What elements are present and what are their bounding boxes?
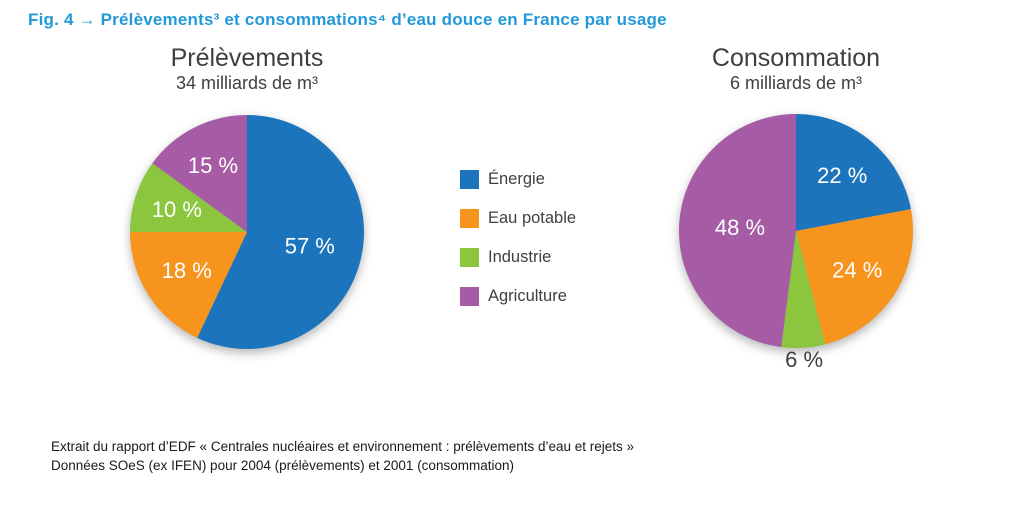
pie-labels: 22 % 24 % 6 % 48 % xyxy=(715,163,882,372)
pie-chart-consommation: 22 % 24 % 6 % 48 % xyxy=(678,114,914,372)
source-note-line1: Extrait du rapport d’EDF « Centrales nuc… xyxy=(51,439,635,454)
pie-labels: 57 % 18 % 10 % 15 % xyxy=(152,153,335,283)
source-note: Extrait du rapport d’EDF « Centrales nuc… xyxy=(51,438,634,475)
pie-percent-label-agriculture: 15 % xyxy=(188,153,238,178)
legend-item-industrie: Industrie xyxy=(460,248,576,267)
pie-slices xyxy=(130,115,365,349)
pie-slice-energie xyxy=(197,115,365,349)
pie-slice-energie xyxy=(796,114,911,231)
legend-swatch-agriculture xyxy=(460,287,479,306)
legend-label-energie: Énergie xyxy=(488,170,545,188)
source-note-line2: Données SOeS (ex IFEN) pour 2004 (prélèv… xyxy=(51,457,514,473)
pie-slice-eau-potable xyxy=(796,209,914,345)
pie-percent-label-eau-potable: 24 % xyxy=(832,258,882,283)
pie-slice-industrie xyxy=(130,163,247,232)
pie-percent-label-energie: 57 % xyxy=(285,234,335,259)
pie-slices xyxy=(678,114,914,349)
pie-percent-label-industrie: 10 % xyxy=(152,197,202,222)
pie-slice-agriculture xyxy=(678,114,796,348)
legend-swatch-industrie xyxy=(460,248,479,267)
legend: Énergie Eau potable Industrie Agricultur… xyxy=(460,170,576,326)
legend-label-agriculture: Agriculture xyxy=(488,287,567,305)
pie-chart-prelevements: 57 % 18 % 10 % 15 % xyxy=(130,115,365,349)
legend-swatch-eau-potable xyxy=(460,209,479,228)
pie-title-consommation: Consommation xyxy=(711,44,881,72)
pie-slice-industrie xyxy=(781,231,826,349)
figure-title: Fig. 4 → Prélèvements³ et consommations⁴… xyxy=(28,10,667,29)
legend-label-eau-potable: Eau potable xyxy=(488,209,577,227)
pie-slice-agriculture xyxy=(152,115,247,232)
pie-percent-label-agriculture: 48 % xyxy=(715,215,765,240)
pie-subtitle-consommation: 6 milliards de m³ xyxy=(729,73,863,93)
legend-item-energie: Énergie xyxy=(460,170,576,189)
pie-percent-label-eau-potable: 18 % xyxy=(162,258,212,283)
legend-item-agriculture: Agriculture xyxy=(460,287,576,306)
pie-percent-label-energie: 22 % xyxy=(817,163,867,188)
legend-label-industrie: Industrie xyxy=(488,248,552,266)
legend-item-eau-potable: Eau potable xyxy=(460,209,576,228)
pie-percent-label-industrie: 6 % xyxy=(785,347,823,372)
pie-slice-eau-potable xyxy=(130,232,247,338)
chart-header-prelevements: Prélèvements 34 milliards de m³ xyxy=(97,44,397,94)
pie-subtitle-prelevements: 34 milliards de m³ xyxy=(175,73,319,93)
chart-header-consommation: Consommation 6 milliards de m³ xyxy=(646,44,946,94)
pie-title-prelevements: Prélèvements xyxy=(170,44,324,72)
legend-swatch-energie xyxy=(460,170,479,189)
